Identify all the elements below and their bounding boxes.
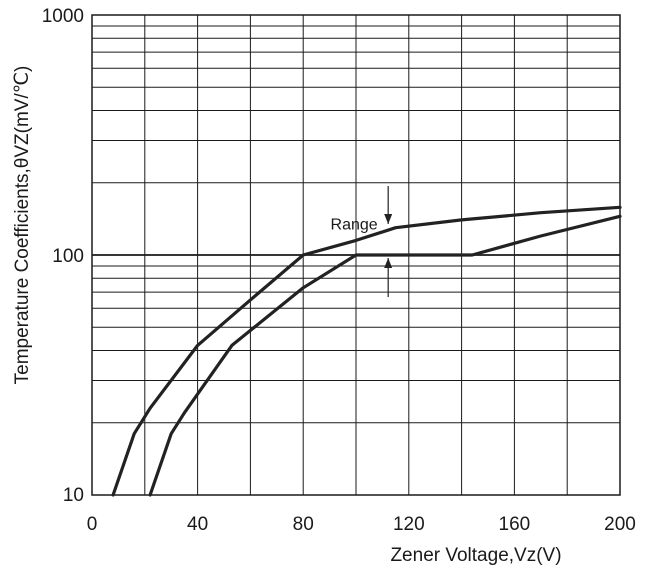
y-tick-label: 10 [63,485,84,506]
y-axis-label: Temperature Coefficients,θVZ(mV/℃) [12,66,33,385]
x-tick-label: 120 [393,514,425,535]
range-annotation: Range [331,186,393,297]
y-tick-label: 100 [52,246,84,267]
x-axis-label: Zener Voltage,Vz(V) [390,545,561,566]
x-tick-label: 80 [293,514,314,535]
series-line-2 [148,214,622,497]
plot-frame [91,14,621,496]
y-tick-label: 1000 [42,6,84,27]
annotation-label: Range [331,217,378,234]
range-arrowhead-top [384,214,393,224]
x-tick-label: 200 [604,514,636,535]
tick-labels: 0 40 80 120 160 200 10 100 1000 [42,6,636,535]
x-tick-label: 0 [87,514,98,535]
x-tick-label: 160 [499,514,531,535]
series-line-1 [111,205,622,497]
x-tick-label: 40 [187,514,208,535]
series-group [111,205,622,497]
range-arrowhead-bottom [384,258,393,268]
